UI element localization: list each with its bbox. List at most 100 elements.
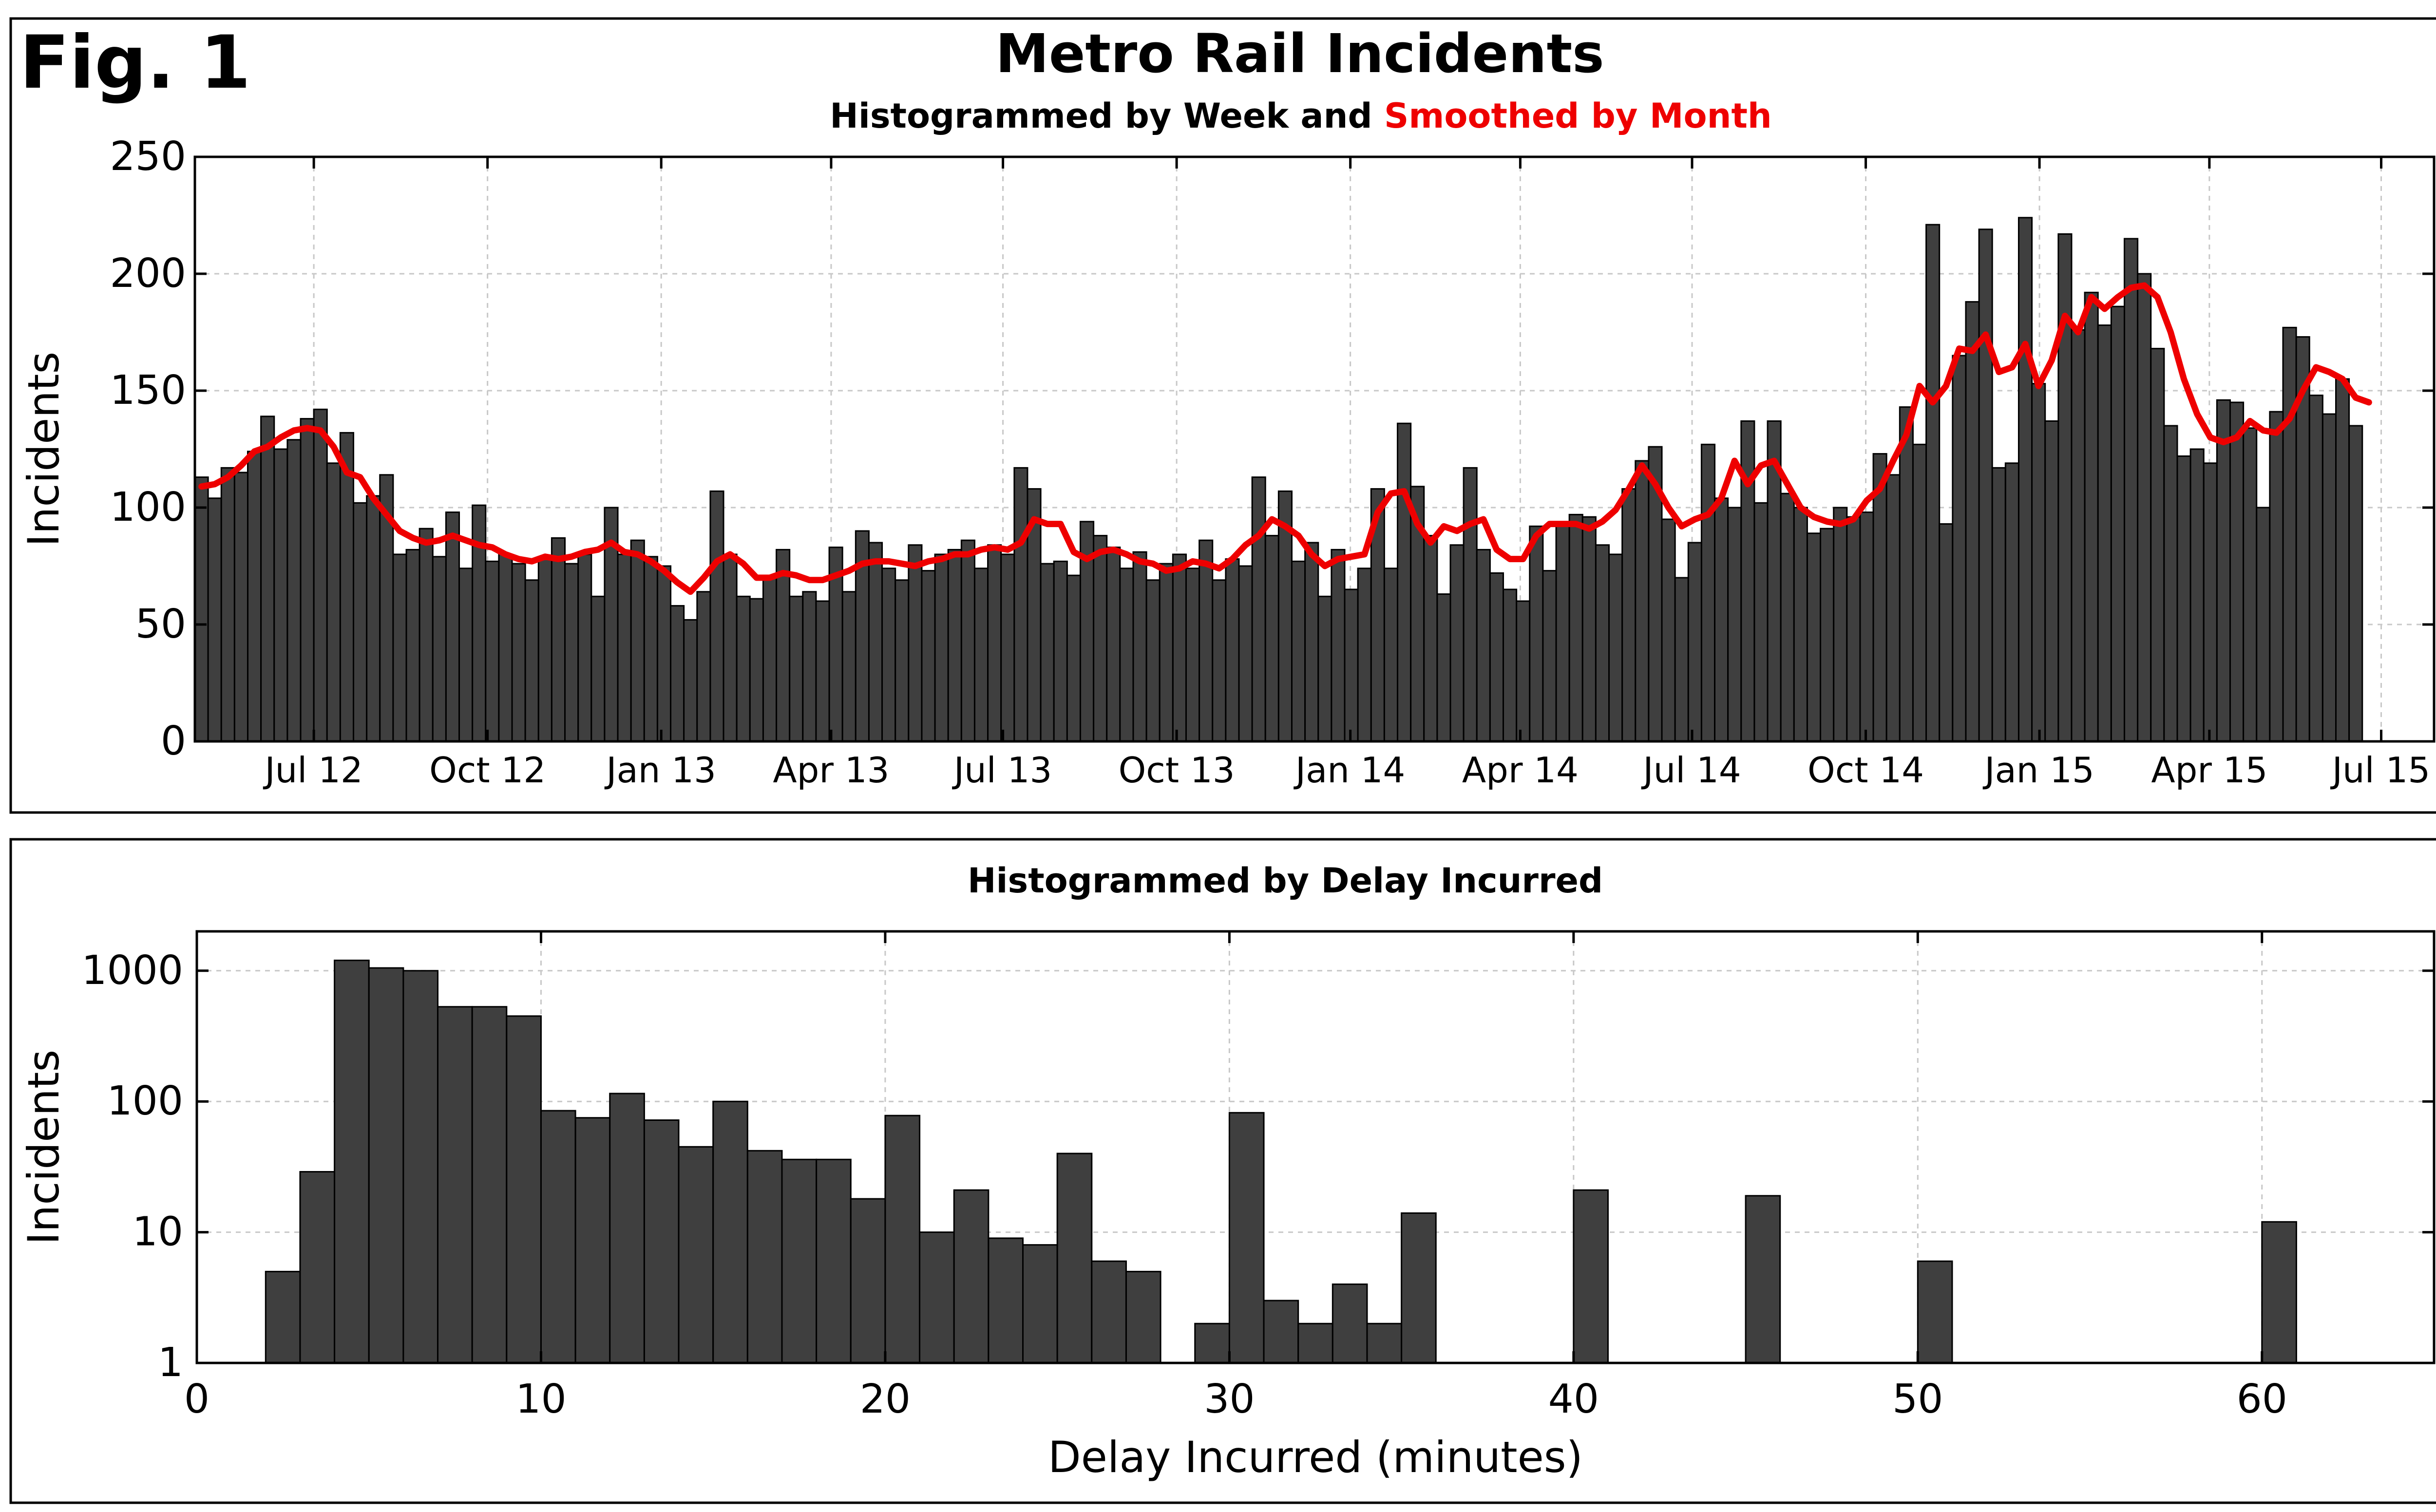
top-week-bar [220,467,235,742]
bottom-delay-bar [265,1270,301,1364]
top-week-bar [1595,544,1610,742]
top-week-bar [1568,513,1583,742]
top-week-bar [1714,497,1729,742]
top-x-tick-label: Jan 15 [1982,750,2094,791]
top-x-tick-label: Oct 13 [1119,750,1235,791]
top-week-bar [1727,507,1742,742]
top-week-bar [260,416,275,742]
bottom-delay-bar [1917,1260,1953,1364]
top-week-bar [2137,273,2152,742]
bottom-delay-bar [609,1093,645,1364]
top-week-bar [1199,539,1214,742]
top-week-bar [1145,579,1161,742]
top-x-tick-label: Jul 13 [952,750,1052,791]
top-week-bar [723,553,738,742]
top-week-bar [1000,553,1015,742]
top-week-bar [2335,378,2350,742]
bottom-delay-bar [506,1015,542,1364]
bottom-x-tick-label: 10 [515,1376,566,1422]
bottom-delay-bar [919,1231,955,1364]
top-week-bar [2322,413,2337,742]
bottom-delay-bar [1091,1260,1127,1364]
top-week-bar [2348,425,2363,742]
top-week-bar [1476,548,1491,742]
top-x-tick-label: Apr 13 [773,750,889,791]
top-week-bar [1529,525,1544,742]
top-x-tick-label: Oct 14 [1808,750,1924,791]
top-week-bar [1106,547,1121,742]
top-week-bar [841,591,856,742]
top-week-bar [2256,507,2271,742]
top-week-bar [2229,401,2245,742]
top-week-bar [1132,551,1147,742]
top-week-bar [749,598,764,742]
bottom-delay-bar [402,970,439,1364]
top-week-bar [656,565,672,742]
top-week-bar [1304,542,1319,742]
top-week-bar [1952,355,1967,742]
bottom-x-tick-label: 0 [184,1376,209,1422]
bottom-x-tick-label: 40 [1548,1376,1599,1422]
bottom-delay-bar [988,1237,1024,1364]
top-week-bar [1251,476,1266,742]
top-subtitle-part2: Smoothed by Month [1384,96,1772,136]
top-week-bar [1317,595,1332,742]
bottom-delay-bar [816,1158,852,1364]
top-week-bar [300,418,315,742]
top-y-tick-label: 200 [110,250,186,297]
bottom-delay-bar [953,1189,990,1364]
top-x-tick-label: Jul 14 [1641,750,1741,791]
top-y-tick-label: 50 [135,601,186,647]
top-y-tick-label: 0 [161,718,186,764]
top-week-bar [776,548,791,742]
top-y-tick-label: 150 [110,367,186,414]
bottom-delay-bar [2261,1221,2297,1364]
bottom-delay-bar [471,1006,508,1364]
top-x-tick-label: Apr 15 [2151,750,2267,791]
bottom-y-axis-title: Incidents [19,1050,69,1245]
bottom-x-tick-label: 50 [1892,1376,1943,1422]
top-week-bar [1159,563,1174,742]
top-week-bar [2084,291,2099,742]
top-week-bar [498,553,513,742]
top-week-bar [1066,574,1081,742]
top-week-bar [696,591,711,742]
top-week-bar [1238,565,1253,742]
top-week-bar [2110,305,2125,742]
top-week-bar [1925,224,1941,742]
top-week-bar [973,567,989,742]
top-week-bar [2203,462,2218,742]
top-week-bar [1291,560,1306,742]
top-x-tick-label: Jul 15 [2330,750,2430,791]
top-week-bar [524,579,539,742]
top-week-bar [908,544,923,742]
figure-label: Fig. 1 [19,20,251,105]
top-week-bar [326,462,341,742]
top-week-bar [1040,563,1055,742]
top-week-bar [947,548,962,742]
top-week-bar [894,579,910,742]
bottom-delay-bar [334,960,370,1364]
top-week-bar [1991,467,2006,742]
top-week-bar [1793,507,1808,742]
top-week-bar [1965,301,1980,742]
top-week-bar [2163,425,2178,742]
top-week-bar [2071,329,2086,742]
top-y-tick-label: 250 [110,133,186,180]
bottom-delay-bar [884,1115,921,1364]
top-week-bar [2150,348,2165,742]
top-x-tick-label: Jan 14 [1294,750,1406,791]
top-week-bar [1899,406,1914,742]
top-week-bar [1912,443,1927,742]
top-week-bar [1264,535,1279,742]
bottom-delay-bar [299,1171,336,1364]
top-week-bar [1119,567,1134,742]
top-week-bar [2123,238,2139,742]
top-week-bar [1013,467,1028,742]
top-week-bar [2189,448,2205,742]
top-week-bar [1939,523,1954,742]
top-x-tick-label: Jul 12 [263,750,362,791]
top-week-bar [1740,420,1755,742]
top-week-bar [1806,532,1822,742]
